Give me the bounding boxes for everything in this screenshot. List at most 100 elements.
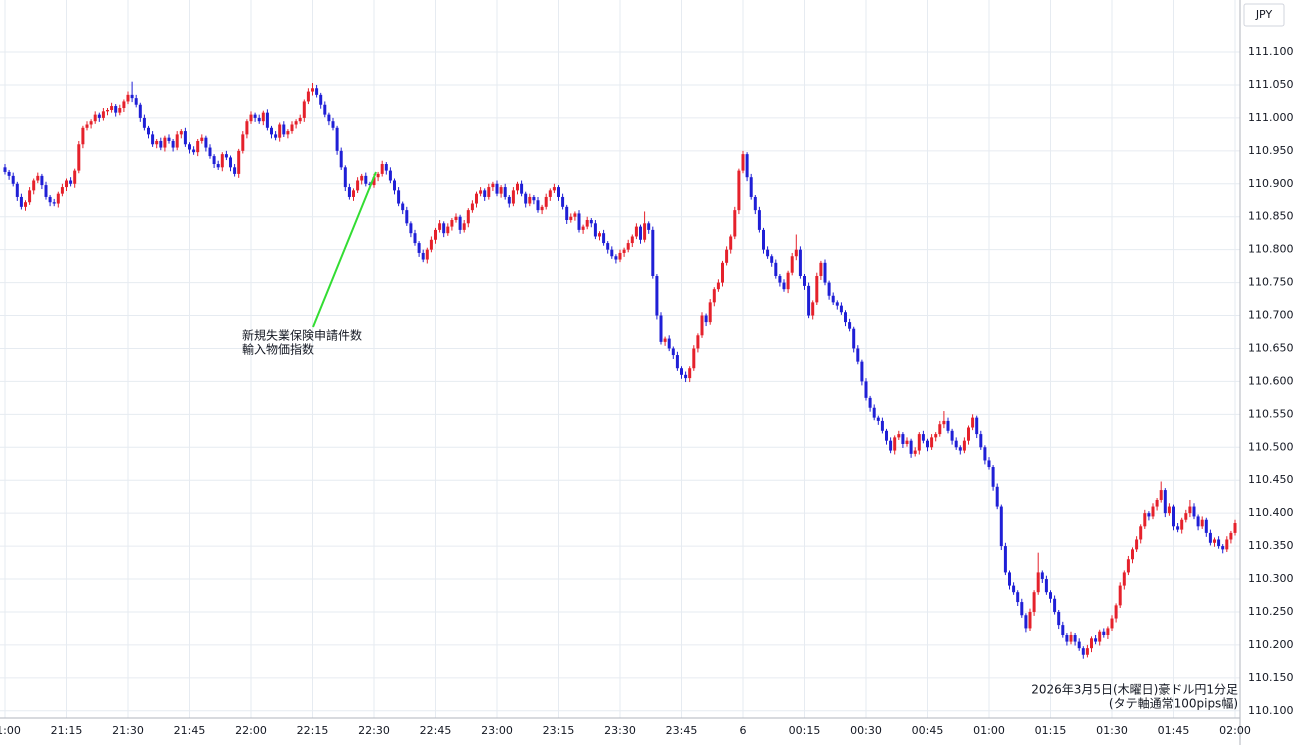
candle-body bbox=[528, 196, 532, 204]
candle-body bbox=[1131, 549, 1134, 560]
candle-body bbox=[134, 98, 138, 105]
candle-body bbox=[647, 223, 651, 230]
y-tick-label: 110.700 bbox=[1248, 309, 1294, 322]
candle-body bbox=[692, 348, 696, 369]
candle-body bbox=[930, 437, 934, 448]
candle-body bbox=[1024, 615, 1028, 629]
candle-body bbox=[757, 210, 761, 230]
candle-body bbox=[188, 144, 191, 150]
candle-body bbox=[774, 262, 778, 277]
y-tick-label: 110.800 bbox=[1248, 243, 1294, 256]
candle-body bbox=[233, 167, 237, 174]
candle-body bbox=[544, 196, 548, 207]
candle-body bbox=[229, 157, 232, 168]
candle-body bbox=[298, 117, 302, 122]
candle-body bbox=[380, 164, 384, 174]
candle-body bbox=[110, 106, 114, 111]
candle-body bbox=[356, 180, 360, 191]
candle-body bbox=[1036, 572, 1040, 593]
candle-body bbox=[286, 131, 290, 135]
candle-body bbox=[77, 144, 81, 171]
candle-body bbox=[179, 131, 183, 135]
candle-body bbox=[1143, 513, 1147, 527]
candle-body bbox=[626, 243, 630, 250]
candle-body bbox=[421, 252, 425, 260]
x-tick-label: 01:45 bbox=[1158, 724, 1190, 737]
candle-body bbox=[844, 312, 847, 323]
candle-body bbox=[171, 140, 175, 148]
candle-body bbox=[434, 229, 437, 240]
x-tick-label: 01:00 bbox=[973, 724, 1005, 737]
chart-note: 2026年3月5日(木曜日)豪ドル円1分足 bbox=[1031, 682, 1238, 697]
candle-body bbox=[204, 137, 208, 148]
candle-body bbox=[196, 140, 200, 153]
candle-body bbox=[167, 137, 171, 141]
candle-body bbox=[1159, 490, 1163, 500]
candle-body bbox=[1155, 499, 1159, 507]
candle-body bbox=[1090, 638, 1093, 649]
candle-body bbox=[946, 420, 950, 431]
candle-body bbox=[700, 315, 704, 336]
y-tick-label: 110.400 bbox=[1248, 506, 1294, 519]
candle-body bbox=[1049, 592, 1052, 599]
candle-body bbox=[3, 167, 7, 172]
candle-body bbox=[475, 193, 478, 204]
candle-body bbox=[901, 434, 905, 444]
candle-body bbox=[688, 368, 692, 379]
candle-body bbox=[831, 295, 835, 303]
candle-body bbox=[1176, 526, 1180, 530]
candle-body bbox=[704, 315, 708, 323]
candle-body bbox=[934, 434, 938, 438]
candle-body bbox=[347, 187, 351, 197]
candle-body bbox=[294, 121, 298, 125]
candle-body bbox=[1122, 572, 1126, 586]
candle-body bbox=[1106, 628, 1110, 636]
candle-body bbox=[725, 249, 729, 263]
candle-body bbox=[499, 187, 503, 194]
candle-body bbox=[335, 127, 339, 151]
candle-body bbox=[331, 121, 335, 128]
candle-body bbox=[388, 170, 392, 181]
candle-body bbox=[278, 124, 282, 138]
candle-body bbox=[913, 450, 917, 454]
candle-body bbox=[1053, 598, 1057, 612]
candle-body bbox=[1172, 506, 1175, 527]
candle-body bbox=[643, 223, 647, 240]
candle-body bbox=[1061, 625, 1065, 636]
x-tick-label: 21:15 bbox=[51, 724, 83, 737]
candle-body bbox=[466, 210, 470, 224]
candle-body bbox=[192, 149, 196, 153]
candle-body bbox=[950, 430, 954, 441]
candle-body bbox=[1229, 532, 1233, 540]
candle-body bbox=[1233, 523, 1237, 533]
candle-body bbox=[163, 137, 167, 148]
x-tick-label: 23:30 bbox=[604, 724, 636, 737]
candle-body bbox=[130, 94, 134, 99]
candle-body bbox=[183, 131, 187, 145]
chart-note: (タテ軸通常100pips幅) bbox=[1109, 696, 1238, 711]
candle-body bbox=[979, 434, 983, 448]
candle-body bbox=[237, 150, 241, 174]
candle-body bbox=[634, 226, 638, 237]
candle-body bbox=[954, 440, 958, 448]
candle-body bbox=[671, 348, 675, 356]
candle-body bbox=[409, 223, 413, 234]
candle-body bbox=[696, 335, 700, 349]
candle-body bbox=[270, 127, 273, 135]
candle-body bbox=[1098, 631, 1102, 642]
candle-body bbox=[52, 202, 56, 204]
candle-body bbox=[659, 315, 663, 342]
candle-body bbox=[893, 437, 897, 451]
candle-body bbox=[224, 154, 228, 158]
candle-body bbox=[311, 88, 314, 92]
candle-body bbox=[327, 114, 331, 122]
candle-body bbox=[372, 177, 376, 186]
candle-body bbox=[639, 226, 642, 240]
candle-body bbox=[536, 200, 540, 211]
candle-body bbox=[1081, 648, 1085, 655]
candle-body bbox=[1028, 611, 1032, 629]
candle-body bbox=[593, 223, 597, 237]
candle-body bbox=[40, 175, 44, 186]
candle-body bbox=[790, 256, 794, 273]
candle-body bbox=[864, 381, 868, 398]
